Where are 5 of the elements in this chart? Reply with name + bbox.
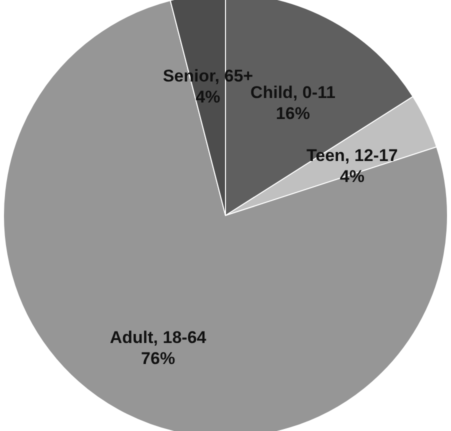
data-label: 76% [141,349,176,368]
slice-label: Adult, 18-64 [110,328,207,348]
data-label: 4% [196,88,220,107]
slice-label: Child, 0-11 [250,82,336,102]
data-label: 16% [276,104,310,123]
